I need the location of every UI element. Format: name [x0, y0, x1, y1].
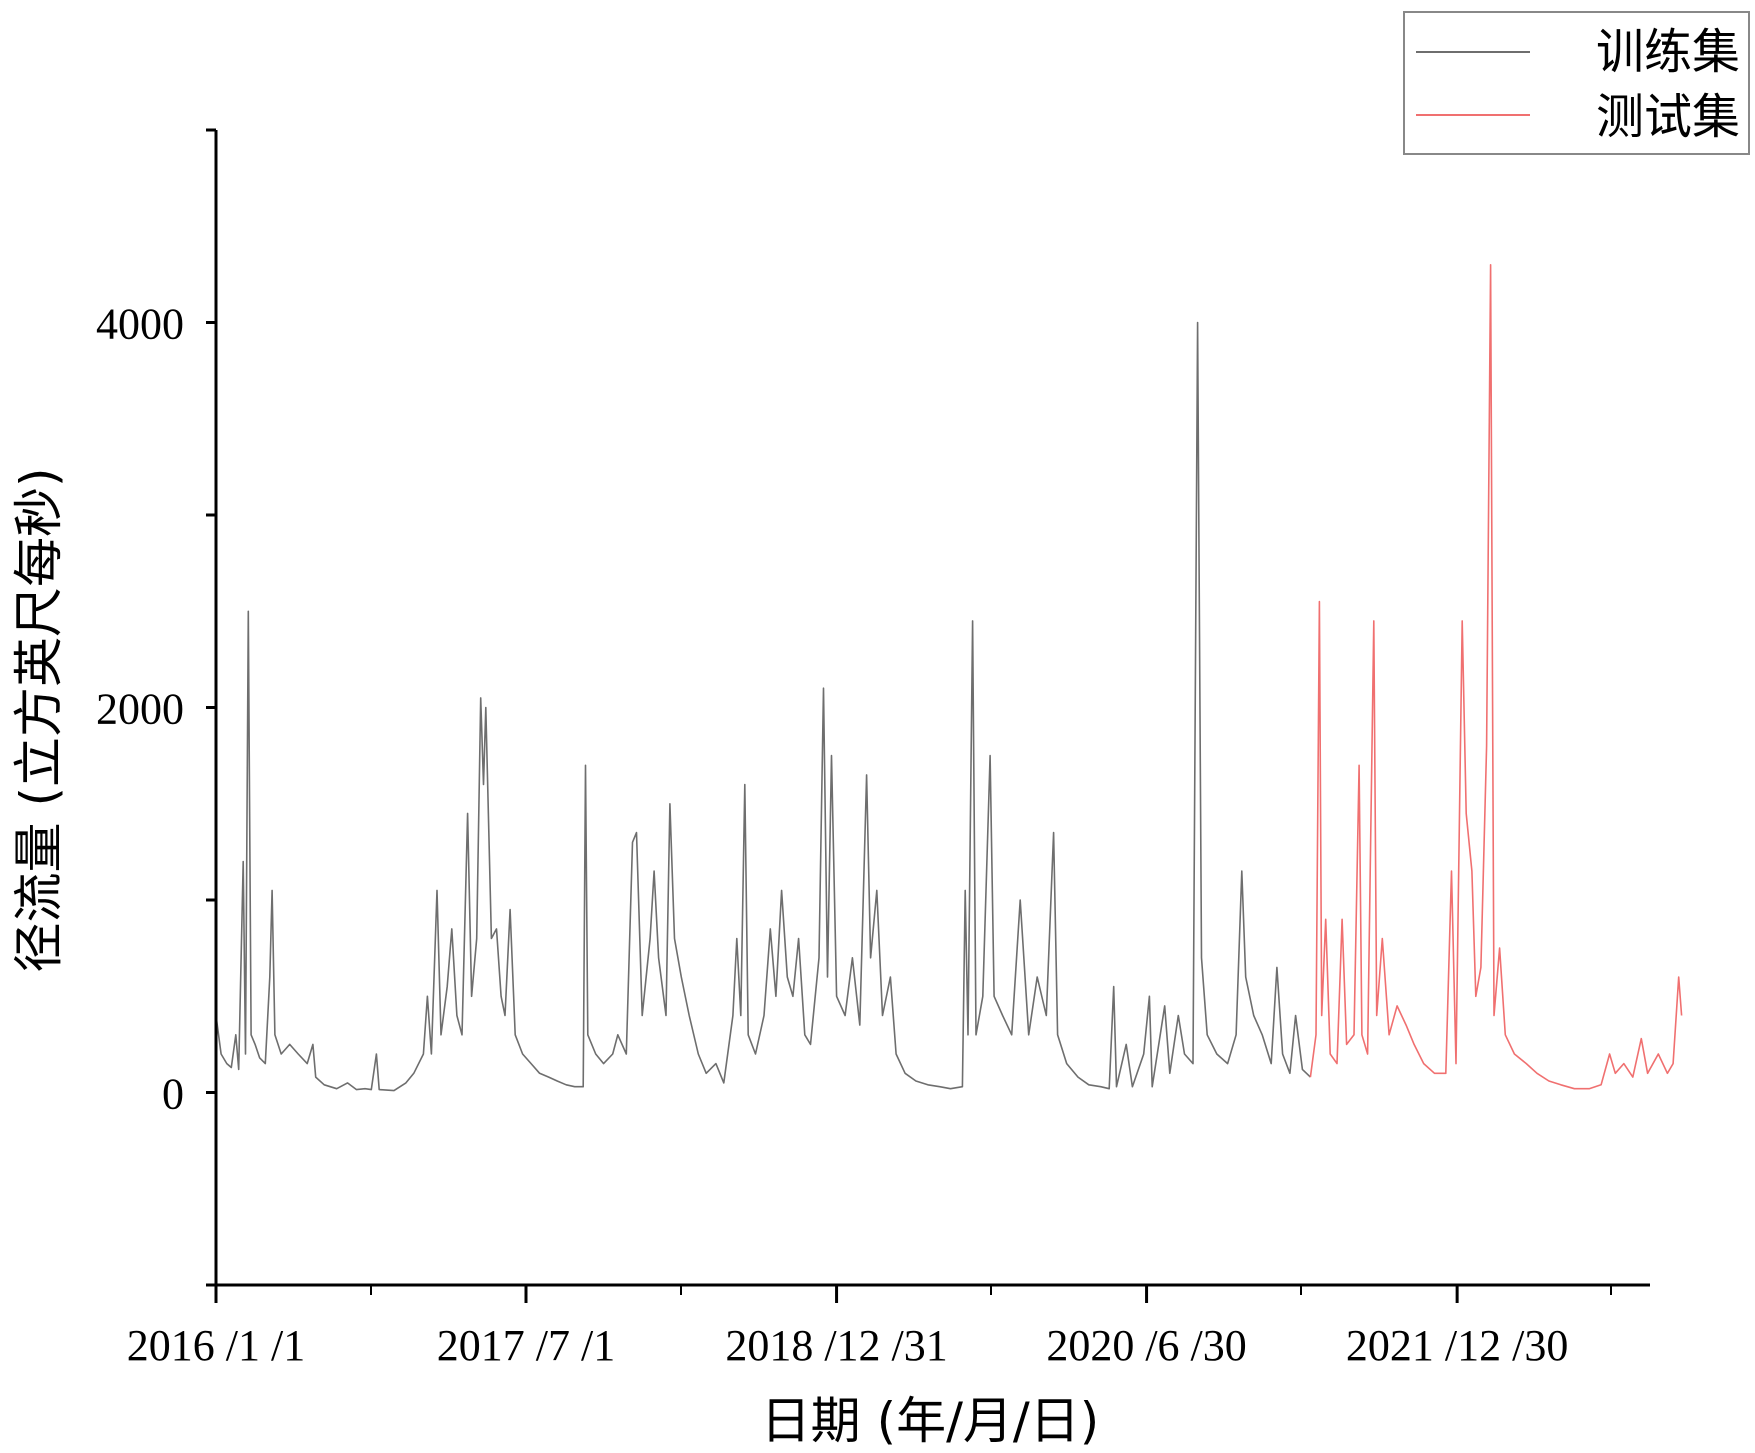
x-tick-label: 2018 /12 /31 [725, 1321, 947, 1370]
legend-label-test: 测试集 [1596, 89, 1740, 145]
legend: 训练集 测试集 [1403, 11, 1750, 155]
x-axis-title: 日期 (年/月/日) [761, 1392, 1100, 1450]
y-tick-label: 2000 [96, 685, 184, 734]
x-tick-label: 2021 /12 /30 [1346, 1321, 1568, 1370]
legend-box [1403, 11, 1750, 155]
x-tick-label: 2017 /7 /1 [437, 1321, 615, 1370]
series-line-train [215, 321, 1311, 1092]
x-ticks: 2016 /1 /1 2017 /7 /1 2018 /12 /31 2020 /6 … [127, 1285, 1612, 1370]
series-line-test [1309, 264, 1683, 1090]
x-tick-label: 2020 /6 /30 [1046, 1321, 1246, 1370]
y-ticks: 0 2000 4000 [96, 128, 216, 1287]
x-axis: 2016 /1 /1 2017 /7 /1 2018 /12 /31 2020 /6 … [127, 1283, 1650, 1370]
x-tick-label: 2016 /1 /1 [127, 1321, 305, 1370]
y-tick-label: 0 [162, 1070, 184, 1119]
y-axis-title: 径流量 (立方英尺每秒) [10, 468, 68, 973]
plot-area [215, 264, 1683, 1092]
y-axis: 0 2000 4000 [96, 128, 218, 1287]
y-tick-label: 4000 [96, 300, 184, 349]
legend-label-train: 训练集 [1596, 24, 1740, 80]
